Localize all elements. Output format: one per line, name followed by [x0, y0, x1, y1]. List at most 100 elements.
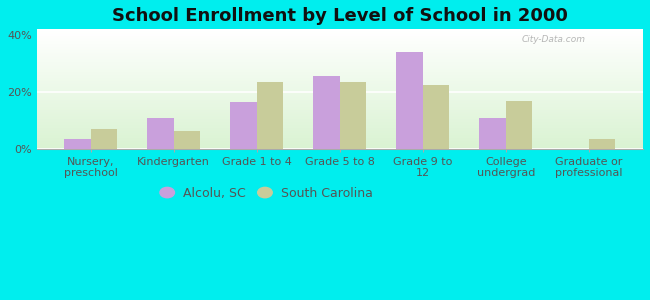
Bar: [36, 67, 643, 68]
Bar: [36, 44, 643, 45]
Bar: [36, 126, 643, 127]
Bar: [36, 92, 643, 93]
Bar: [36, 136, 643, 137]
Bar: [36, 119, 643, 120]
Bar: [36, 145, 643, 146]
Bar: [36, 121, 643, 122]
Bar: [589, 139, 616, 149]
Bar: [36, 68, 643, 69]
Bar: [36, 89, 643, 90]
Bar: [36, 40, 643, 41]
Bar: [36, 84, 643, 85]
Bar: [36, 47, 643, 48]
Bar: [36, 85, 643, 86]
Bar: [36, 65, 643, 66]
Bar: [36, 103, 643, 104]
Text: City-Data.com: City-Data.com: [522, 35, 586, 44]
Bar: [36, 139, 643, 140]
Bar: [36, 43, 643, 44]
Bar: [36, 86, 643, 87]
Bar: [36, 82, 643, 83]
Bar: [36, 135, 643, 136]
Bar: [36, 104, 643, 105]
Bar: [506, 101, 532, 149]
Legend: Alcolu, SC, South Carolina: Alcolu, SC, South Carolina: [156, 182, 378, 205]
Bar: [36, 138, 643, 139]
Bar: [396, 52, 423, 149]
Bar: [36, 53, 643, 54]
Bar: [36, 134, 643, 135]
Bar: [36, 122, 643, 123]
Bar: [36, 137, 643, 138]
Bar: [36, 64, 643, 65]
Bar: [36, 90, 643, 91]
Bar: [36, 114, 643, 115]
Bar: [423, 85, 449, 149]
Bar: [147, 118, 174, 149]
Bar: [36, 140, 643, 141]
Bar: [36, 60, 643, 61]
Bar: [36, 143, 643, 144]
Bar: [36, 100, 643, 101]
Bar: [313, 76, 340, 149]
Bar: [36, 41, 643, 42]
Bar: [36, 132, 643, 133]
Bar: [36, 76, 643, 77]
Bar: [36, 78, 643, 79]
Bar: [36, 30, 643, 31]
Bar: [36, 110, 643, 111]
Bar: [174, 130, 200, 149]
Bar: [36, 133, 643, 134]
Bar: [36, 128, 643, 129]
Bar: [36, 130, 643, 131]
Title: School Enrollment by Level of School in 2000: School Enrollment by Level of School in …: [112, 7, 567, 25]
Bar: [36, 48, 643, 49]
Bar: [36, 142, 643, 143]
Bar: [36, 35, 643, 36]
Bar: [36, 117, 643, 118]
Bar: [36, 83, 643, 84]
Bar: [36, 115, 643, 116]
Bar: [340, 82, 367, 149]
Bar: [36, 99, 643, 100]
Bar: [36, 57, 643, 58]
Bar: [36, 29, 643, 30]
Bar: [479, 118, 506, 149]
Bar: [36, 107, 643, 108]
Bar: [64, 139, 91, 149]
Bar: [36, 71, 643, 72]
Bar: [36, 49, 643, 50]
Bar: [36, 36, 643, 37]
Bar: [36, 88, 643, 89]
Bar: [36, 144, 643, 145]
Bar: [36, 74, 643, 75]
Bar: [36, 120, 643, 121]
Bar: [36, 59, 643, 60]
Bar: [36, 106, 643, 107]
Bar: [36, 113, 643, 114]
Bar: [36, 79, 643, 80]
Bar: [36, 81, 643, 82]
Bar: [36, 95, 643, 96]
Bar: [36, 66, 643, 67]
Bar: [36, 129, 643, 130]
Bar: [36, 101, 643, 102]
Bar: [36, 102, 643, 103]
Bar: [36, 97, 643, 98]
Bar: [36, 51, 643, 52]
Bar: [36, 124, 643, 125]
Bar: [36, 56, 643, 57]
Bar: [36, 37, 643, 38]
Bar: [36, 54, 643, 55]
Bar: [36, 63, 643, 64]
Bar: [36, 118, 643, 119]
Bar: [36, 80, 643, 81]
Bar: [36, 146, 643, 147]
Bar: [36, 55, 643, 56]
Bar: [36, 61, 643, 62]
Bar: [36, 112, 643, 113]
Bar: [36, 58, 643, 59]
Bar: [36, 52, 643, 53]
Bar: [36, 42, 643, 43]
Bar: [36, 108, 643, 109]
